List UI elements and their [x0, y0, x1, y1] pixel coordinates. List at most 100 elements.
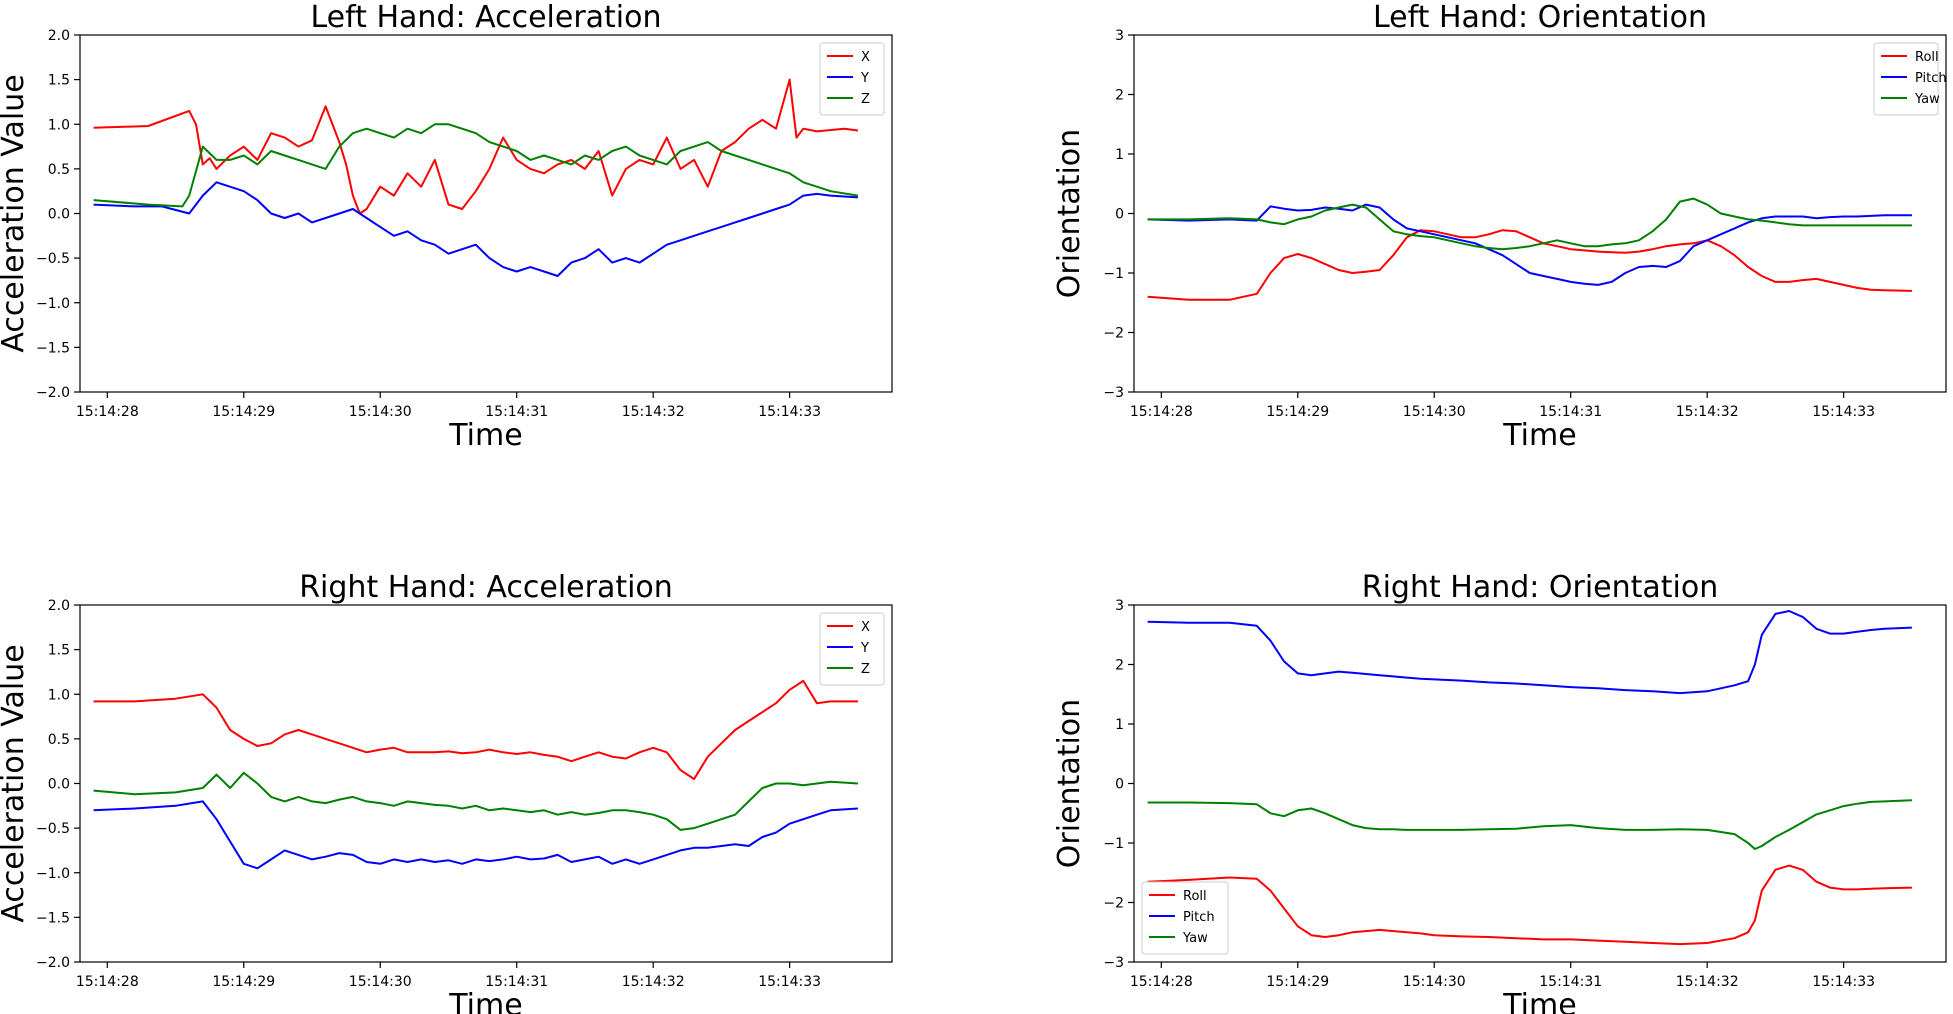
y-tick-label: −0.5 — [36, 821, 70, 837]
plot-frame — [79, 34, 893, 393]
y-tick-label: 1.0 — [48, 687, 70, 703]
y-tick-label: −3 — [1103, 385, 1124, 401]
y-tick-label: 2 — [1115, 658, 1124, 674]
x-tick-label: 15:14:31 — [1539, 404, 1602, 420]
plot-frame — [79, 604, 893, 963]
chart-title: Right Hand: Acceleration — [299, 570, 673, 605]
series-line-yaw — [1147, 799, 1912, 850]
x-axis-label: Time — [1502, 418, 1576, 453]
y-tick-label: 1.5 — [48, 643, 70, 659]
y-tick-label: 0 — [1115, 777, 1124, 793]
series-line-z — [93, 123, 859, 208]
series-line-pitch — [1147, 610, 1912, 695]
legend: Roll Pitch Yaw — [1873, 42, 1947, 116]
y-tick-label: 2.0 — [48, 28, 70, 44]
chart-panel-4: Right Hand: Orientation −3 −2 −1 0 1 2 3 15:14:2… — [1052, 570, 1947, 1014]
x-axis-label: Time — [448, 418, 522, 453]
chart-title: Left Hand: Acceleration — [310, 0, 661, 35]
y-tick-label: 2 — [1115, 88, 1124, 104]
series-line-y — [93, 181, 858, 277]
y-tick-label: 0 — [1115, 207, 1124, 223]
y-tick-label: 1.5 — [48, 73, 70, 89]
legend-label: Yaw — [1914, 92, 1940, 107]
chart-panel-2: Left Hand: Orientation −3 −2 −1 0 1 2 3 15:14:28… — [1052, 0, 1947, 453]
x-tick-label: 15:14:29 — [212, 974, 275, 990]
x-tick-label: 15:14:33 — [1812, 974, 1875, 990]
legend-label: Z — [861, 92, 870, 107]
series-line-x — [93, 679, 858, 780]
x-tick-label: 15:14:32 — [1676, 974, 1739, 990]
x-tick-label: 15:14:32 — [1676, 404, 1739, 420]
y-tick-label: −2 — [1103, 326, 1124, 342]
x-tick-label: 15:14:30 — [1403, 404, 1466, 420]
x-tick-label: 15:14:33 — [758, 974, 821, 990]
chart-title: Right Hand: Orientation — [1362, 570, 1719, 605]
series-line-y — [93, 800, 858, 870]
chart-panel-3: Right Hand: Acceleration −2.0 −1.5 −1.0 −0.5… — [0, 570, 893, 1014]
y-axis-label: Acceleration Value — [0, 644, 31, 922]
x-axis-label: Time — [448, 988, 522, 1014]
series-line-pitch — [1147, 203, 1912, 286]
x-tick-label: 15:14:32 — [622, 404, 685, 420]
x-tick-label: 15:14:32 — [622, 974, 685, 990]
chart-title: Left Hand: Orientation — [1373, 0, 1707, 35]
legend: XYZ — [819, 42, 885, 116]
x-tick-label: 15:14:30 — [1403, 974, 1466, 990]
y-tick-label: 1 — [1115, 717, 1124, 733]
legend: XYZ — [819, 612, 885, 686]
y-tick-label: −1 — [1103, 836, 1124, 852]
x-tick-label: 15:14:29 — [1266, 974, 1329, 990]
y-axis-label: Acceleration Value — [0, 74, 31, 352]
y-tick-label: 1 — [1115, 147, 1124, 163]
y-tick-label: −3 — [1103, 955, 1124, 971]
y-tick-label: 0.0 — [48, 777, 70, 793]
x-tick-label: 15:14:28 — [76, 404, 139, 420]
y-tick-label: 1.0 — [48, 117, 70, 133]
legend-label: Pitch — [1183, 910, 1215, 925]
legend-label: X — [861, 50, 870, 65]
legend-box — [819, 612, 885, 686]
chart-panel-1: Left Hand: Acceleration −2.0 −1.5 −1.0 −0.5 0… — [0, 0, 893, 453]
y-tick-label: 3 — [1115, 28, 1124, 44]
legend-label: X — [861, 620, 870, 635]
x-tick-label: 15:14:31 — [485, 404, 548, 420]
y-axis-label: Orientation — [1052, 699, 1087, 868]
x-tick-label: 15:14:31 — [1539, 974, 1602, 990]
legend-label: Y — [860, 641, 869, 656]
y-axis-label: Orientation — [1052, 129, 1087, 298]
y-tick-label: 2.0 — [48, 598, 70, 614]
y-tick-label: 0.0 — [48, 207, 70, 223]
series-line-x — [93, 78, 859, 215]
x-tick-label: 15:14:33 — [758, 404, 821, 420]
x-tick-label: 15:14:28 — [1130, 404, 1193, 420]
y-tick-label: −1.5 — [36, 910, 70, 926]
series-line-z — [93, 771, 858, 831]
x-tick-label: 15:14:31 — [485, 974, 548, 990]
x-tick-label: 15:14:28 — [76, 974, 139, 990]
y-tick-label: 3 — [1115, 598, 1124, 614]
series-line-roll — [1147, 864, 1912, 946]
x-tick-label: 15:14:30 — [349, 404, 412, 420]
y-tick-label: −2.0 — [36, 955, 70, 971]
y-tick-label: −1.0 — [36, 866, 70, 882]
legend-label: Yaw — [1182, 931, 1208, 946]
x-tick-label: 15:14:29 — [212, 404, 275, 420]
series-line-yaw — [1147, 197, 1912, 251]
y-tick-label: −2.0 — [36, 385, 70, 401]
y-tick-label: −2 — [1103, 896, 1124, 912]
y-tick-label: −1 — [1103, 266, 1124, 282]
x-tick-label: 15:14:33 — [1812, 404, 1875, 420]
legend-label: Pitch — [1915, 71, 1947, 86]
legend-label: Roll — [1915, 50, 1939, 65]
legend-label: Y — [860, 71, 869, 86]
series-line-roll — [1147, 229, 1912, 301]
legend-label: Z — [861, 662, 870, 677]
y-tick-label: 0.5 — [48, 732, 70, 748]
x-axis-label: Time — [1502, 988, 1576, 1014]
y-tick-label: −0.5 — [36, 251, 70, 267]
legend: Roll Pitch Yaw — [1141, 881, 1229, 955]
plot-frame — [1133, 604, 1947, 963]
y-tick-label: −1.0 — [36, 296, 70, 312]
y-tick-label: −1.5 — [36, 340, 70, 356]
plot-frame — [1133, 34, 1947, 393]
